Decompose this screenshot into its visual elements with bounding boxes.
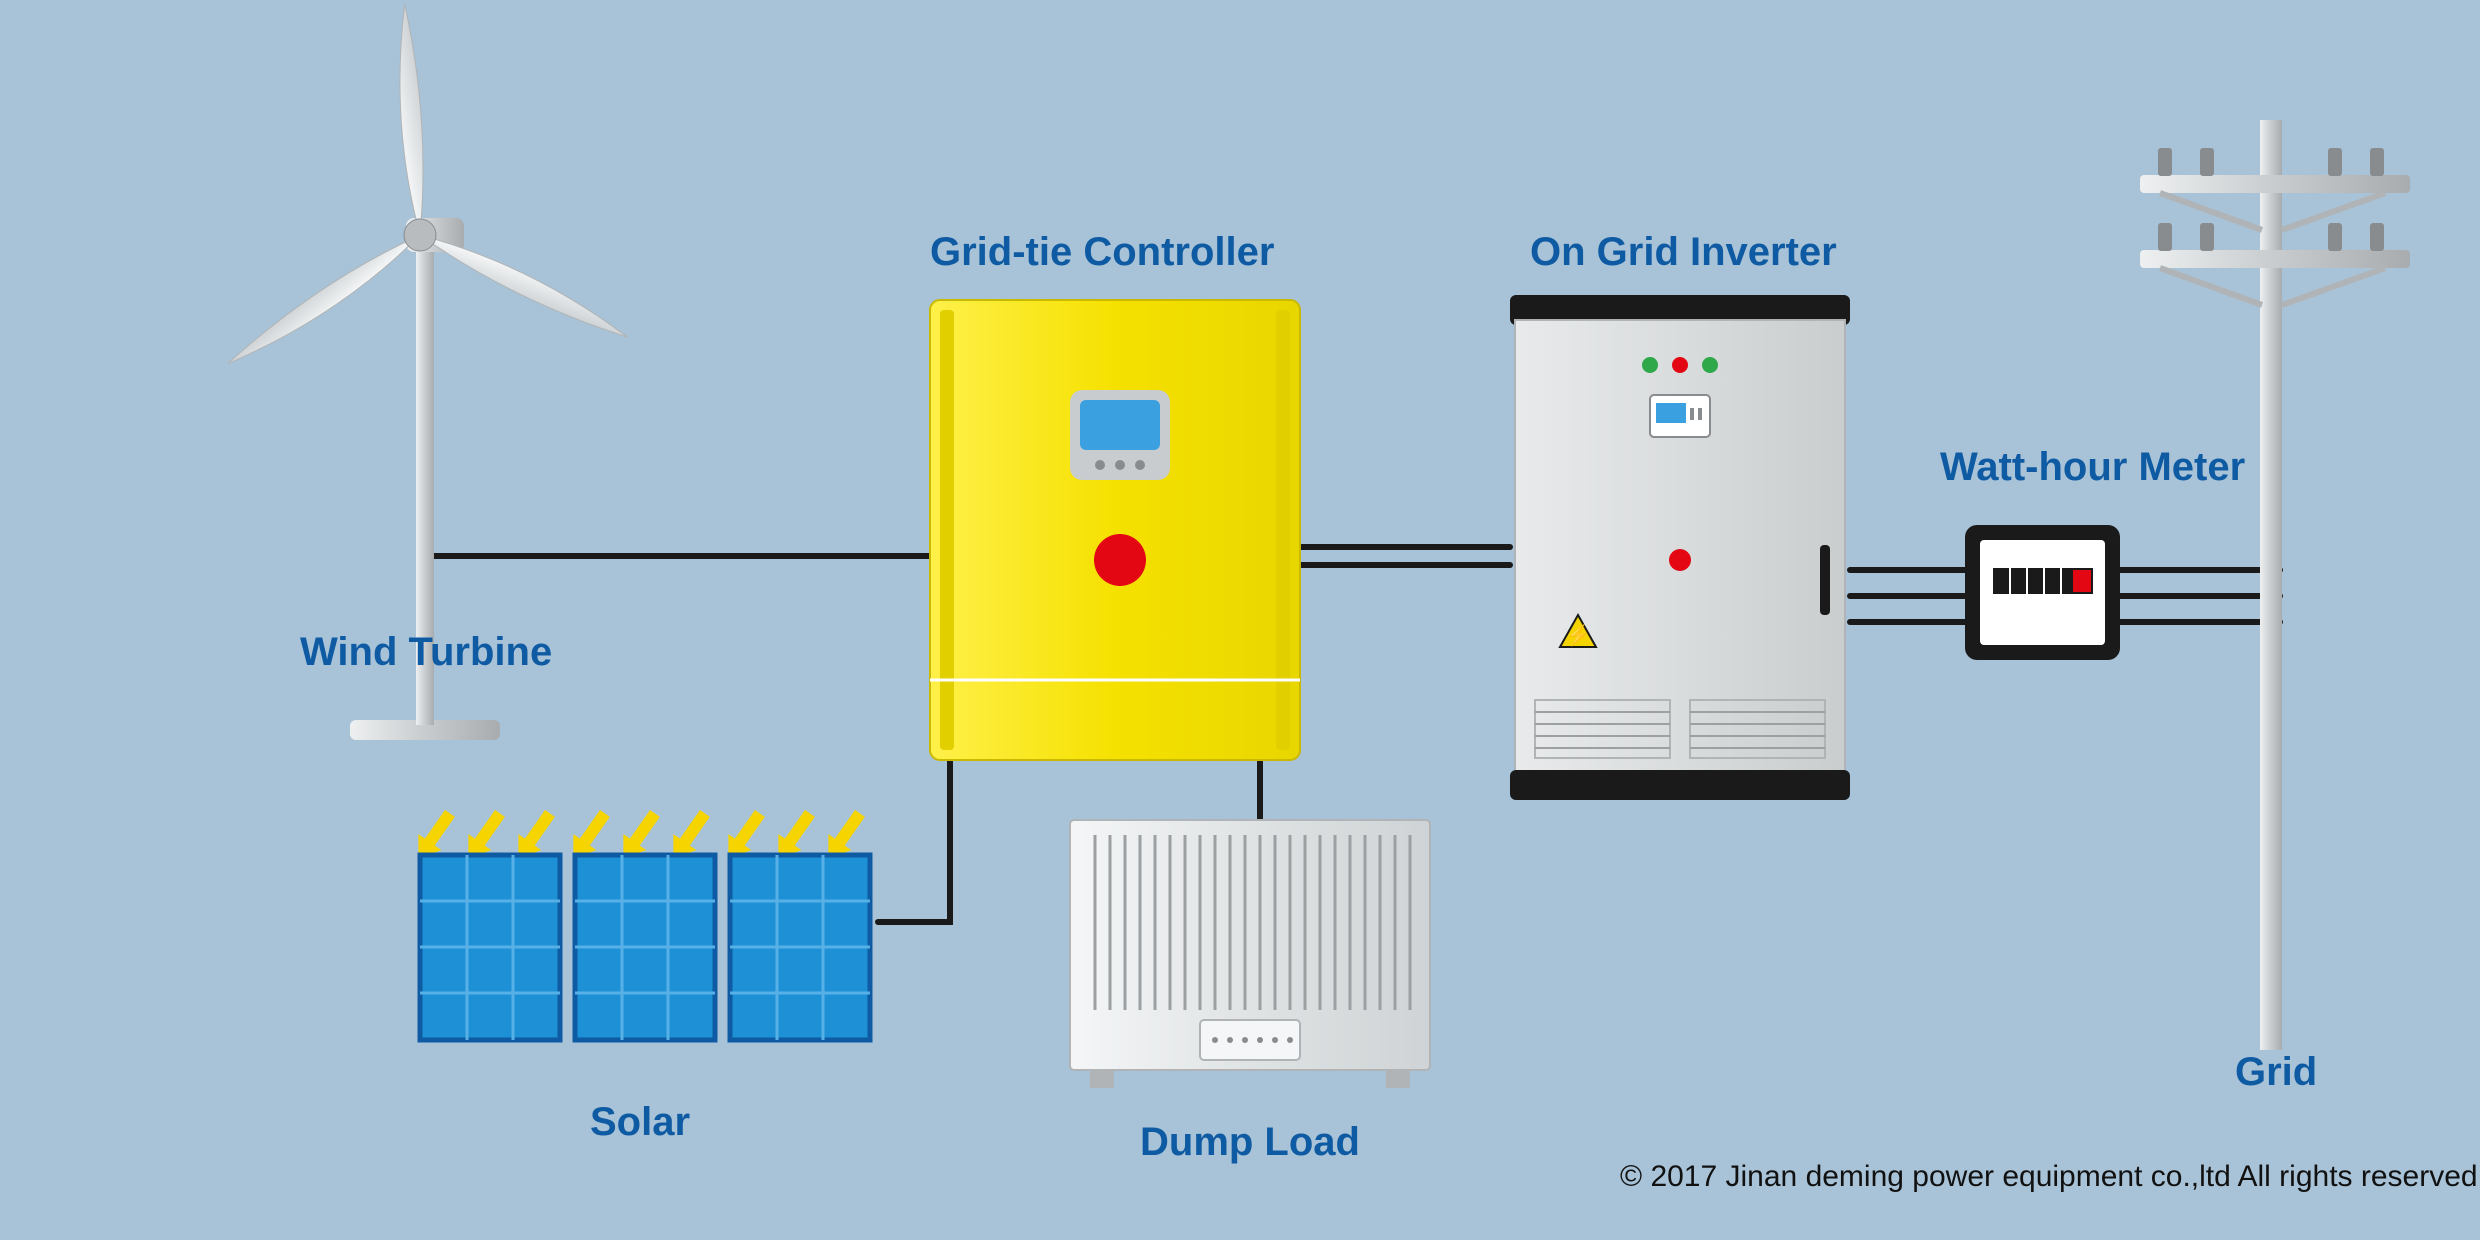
dump-load-icon — [1070, 820, 1430, 1088]
grid-label: Grid — [2235, 1050, 2317, 1095]
svg-text:⚡: ⚡ — [1566, 623, 1591, 647]
inverter-icon: ⚡ — [1510, 295, 1850, 800]
inverter-label: On Grid Inverter — [1530, 230, 1837, 275]
solar-label: Solar — [590, 1100, 690, 1145]
controller-label: Grid-tie Controller — [930, 230, 1274, 275]
grid-pole-icon — [2140, 120, 2410, 1050]
solar-panel-icon — [407, 805, 871, 1040]
copyright-text: © 2017 Jinan deming power equipment co.,… — [1620, 1160, 2478, 1194]
wind-turbine-label: Wind Turbine — [300, 630, 552, 675]
dump-load-label: Dump Load — [1140, 1120, 1360, 1165]
meter-icon — [1965, 525, 2120, 660]
meter-label: Watt-hour Meter — [1940, 445, 2245, 490]
diagram-canvas: ⚡ — [0, 0, 2480, 1240]
controller-icon — [930, 300, 1300, 760]
